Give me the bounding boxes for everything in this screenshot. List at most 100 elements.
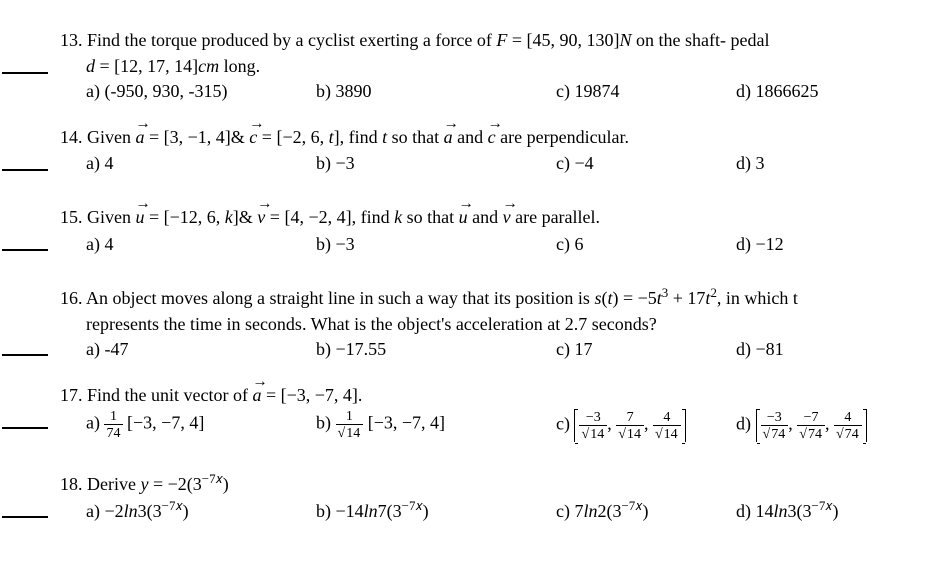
vec-u2: u xyxy=(459,205,468,229)
c-pre: c) 7 xyxy=(556,501,583,521)
options-row: a) -47 b) −17.55 c) 17 d) −81 xyxy=(60,337,906,361)
r: 74 xyxy=(807,425,823,442)
option-b[interactable]: b) −14ln7(3−7𝑥) xyxy=(316,499,556,523)
question-text: 14. Given a = [3, −1, 4]& c = [−2, 6, t]… xyxy=(60,125,906,149)
question-number: 13. xyxy=(60,30,83,50)
exp: −7𝑥 xyxy=(622,498,643,513)
q15-amp: ]& xyxy=(233,207,258,227)
option-c[interactable]: c) −4 xyxy=(556,151,736,175)
option-d[interactable]: d) 14ln3(3−7𝑥) xyxy=(736,499,839,523)
unit-cm: cm xyxy=(198,56,219,76)
q16-text-2: , in which t xyxy=(717,288,798,308)
d: 74 xyxy=(834,426,862,441)
q15-text-1: Given xyxy=(87,207,136,227)
question-text: 16. An object moves along a straight lin… xyxy=(60,286,906,310)
answer-blank[interactable] xyxy=(2,72,48,74)
option-b[interactable]: b) −17.55 xyxy=(316,337,556,361)
option-b[interactable]: b) −3 xyxy=(316,151,556,175)
d: 14 xyxy=(579,426,607,441)
option-c[interactable]: c) 19874 xyxy=(556,79,736,103)
option-d[interactable]: d) −12 xyxy=(736,232,784,256)
f3: 414 xyxy=(653,410,681,441)
option-a[interactable]: a) -47 xyxy=(86,337,316,361)
vec-a: a xyxy=(136,125,145,149)
num: 1 xyxy=(104,409,122,425)
option-d[interactable]: d) −81 xyxy=(736,337,784,361)
options-row: a) −2ln3(3−7𝑥) b) −14ln7(3−7𝑥) c) 7ln2(3… xyxy=(60,499,906,523)
n: −7 xyxy=(797,410,825,426)
q16-text-1: An object moves along a straight line in… xyxy=(86,288,594,308)
q18-close: ) xyxy=(223,474,229,494)
option-d[interactable]: d) −374, −774, 474 xyxy=(736,409,867,442)
frac: 174 xyxy=(104,409,122,440)
exp: −7𝑥 xyxy=(812,498,833,513)
question-17: 17. Find the unit vector of a = [−3, −7,… xyxy=(38,383,906,442)
options-row: a) 174 [−3, −7, 4] b) 114 [−3, −7, 4] c)… xyxy=(60,409,906,442)
q13-text-2: long. xyxy=(219,56,260,76)
r: 74 xyxy=(844,425,860,442)
b-pre: b) −14 xyxy=(316,501,364,521)
option-b[interactable]: b) 3890 xyxy=(316,79,556,103)
ln: ln xyxy=(124,501,138,521)
var-k2: k xyxy=(394,207,402,227)
rad: 14 xyxy=(345,424,361,441)
d: 14 xyxy=(653,426,681,441)
option-c[interactable]: c) 7ln2(3−7𝑥) xyxy=(556,499,736,523)
option-b[interactable]: b) −3 xyxy=(316,232,556,256)
d-close: ) xyxy=(833,501,839,521)
q14-text-3: so that xyxy=(387,127,444,147)
a-pre: a) −2 xyxy=(86,501,124,521)
b-close: ) xyxy=(423,501,429,521)
den: 74 xyxy=(104,425,122,440)
r: 74 xyxy=(770,425,786,442)
q14-eq-c: = [−2, 6, xyxy=(257,127,328,147)
options-row: a) 4 b) −3 c) −4 d) 3 xyxy=(60,151,906,175)
b-7: 7(3 xyxy=(378,501,402,521)
answer-blank[interactable] xyxy=(2,354,48,356)
option-a[interactable]: a) (-950, 930, -315) xyxy=(86,79,316,103)
option-d[interactable]: d) 3 xyxy=(736,151,765,175)
n: −3 xyxy=(579,410,607,426)
question-number: 18. xyxy=(60,474,83,494)
q14-text-1: Given xyxy=(87,127,136,147)
answer-blank[interactable] xyxy=(2,516,48,518)
q13-eq2: = [12, 17, 14] xyxy=(95,56,198,76)
vec-v2: v xyxy=(503,205,511,229)
option-a[interactable]: a) 4 xyxy=(86,232,316,256)
f1: −374 xyxy=(761,410,789,441)
c-2: 2(3 xyxy=(598,501,622,521)
question-15: 15. Given u = [−12, 6, k]& v = [4, −2, 4… xyxy=(38,205,906,256)
opt-d-pre: d) xyxy=(736,414,756,434)
option-b[interactable]: b) 114 [−3, −7, 4] xyxy=(316,409,556,442)
answer-blank[interactable] xyxy=(2,169,48,171)
q16-close: ) = −5 xyxy=(612,288,656,308)
option-c[interactable]: c) 6 xyxy=(556,232,736,256)
q15-text-3: so that xyxy=(402,207,459,227)
option-d[interactable]: d) 1866625 xyxy=(736,79,819,103)
vec-u: u xyxy=(136,205,145,229)
option-a[interactable]: a) 4 xyxy=(86,151,316,175)
vec-v: v xyxy=(257,205,265,229)
question-continuation: represents the time in seconds. What is … xyxy=(60,312,906,336)
d-3: 3(3 xyxy=(788,501,812,521)
answer-blank[interactable] xyxy=(2,249,48,251)
option-c[interactable]: c) 17 xyxy=(556,337,736,361)
q14-text-5: are perpendicular. xyxy=(496,127,629,147)
option-c[interactable]: c) −314, 714, 414 xyxy=(556,409,736,442)
option-a[interactable]: a) −2ln3(3−7𝑥) xyxy=(86,499,316,523)
ln: ln xyxy=(364,501,378,521)
f2: −774 xyxy=(797,410,825,441)
n: 4 xyxy=(834,410,862,426)
opt-a-post: [−3, −7, 4] xyxy=(127,413,204,433)
q15-text-5: are parallel. xyxy=(511,207,600,227)
c-close: ) xyxy=(643,501,649,521)
n: 7 xyxy=(616,410,644,426)
vec-a2: a xyxy=(444,125,453,149)
question-number: 14. xyxy=(60,127,83,147)
q15-eq-v: = [4, −2, 4], find xyxy=(265,207,394,227)
option-a[interactable]: a) 174 [−3, −7, 4] xyxy=(86,409,316,442)
q14-text-2: ], find xyxy=(334,127,383,147)
q17-text-1: Find the unit vector of xyxy=(87,385,252,405)
answer-blank[interactable] xyxy=(2,427,48,429)
options-row: a) (-950, 930, -315) b) 3890 c) 19874 d)… xyxy=(60,79,906,103)
